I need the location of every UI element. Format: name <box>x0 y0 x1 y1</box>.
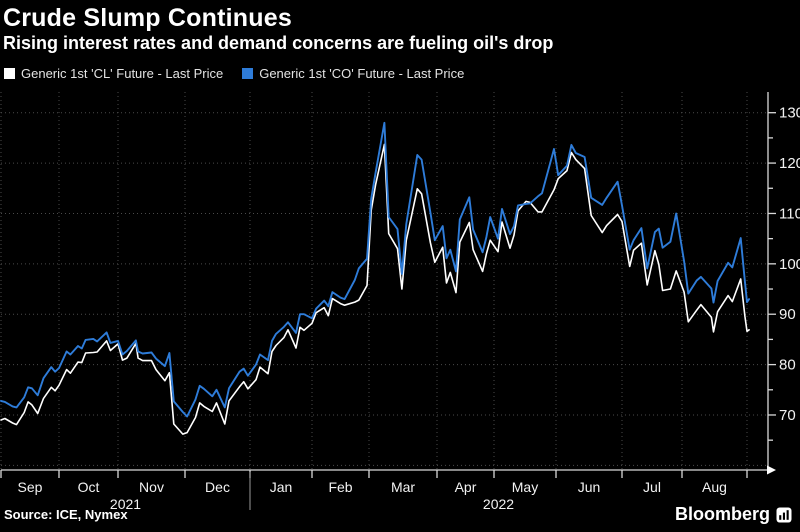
month-label: May <box>512 479 538 495</box>
month-label: Oct <box>78 479 100 495</box>
year-label: 2022 <box>483 496 514 512</box>
month-label: Jul <box>643 479 661 495</box>
bloomberg-terminal-icon <box>776 507 792 522</box>
y-tick-label: 100 <box>779 256 800 273</box>
month-label: Nov <box>139 479 164 495</box>
co-series-swatch-icon <box>242 68 254 79</box>
series-line-co <box>0 121 751 418</box>
y-tick-label: 80 <box>779 357 796 374</box>
x-axis-arrow-icon <box>767 465 776 475</box>
source-note: Source: ICE, Nymex <box>4 507 128 522</box>
month-label: Aug <box>702 479 727 495</box>
month-label: Apr <box>455 479 477 495</box>
month-label: Dec <box>205 479 230 495</box>
bloomberg-logo: Bloomberg <box>675 504 792 525</box>
y-tick-label: 70 <box>779 407 796 424</box>
month-label: Feb <box>328 479 352 495</box>
legend-label-cl: Generic 1st 'CL' Future - Last Price <box>21 66 224 81</box>
legend-item-cl: Generic 1st 'CL' Future - Last Price <box>4 66 223 81</box>
legend-label-co: Generic 1st 'CO' Future - Last Price <box>259 66 465 81</box>
bloomberg-wordmark: Bloomberg <box>674 504 770 524</box>
chart-subtitle: Rising interest rates and demand concern… <box>3 33 554 53</box>
month-label: Jan <box>270 479 293 495</box>
chart-title: Crude Slump Continues <box>3 4 292 32</box>
month-label: Jun <box>578 479 601 495</box>
year-label: 2021 <box>110 496 141 512</box>
month-label: Sep <box>18 479 43 495</box>
month-label: Mar <box>391 479 415 495</box>
legend-item-co: Generic 1st 'CO' Future - Last Price <box>242 66 464 81</box>
y-tick-label: 90 <box>779 306 796 323</box>
y-tick-label: 130 <box>779 105 800 122</box>
cl-series-swatch-icon <box>4 68 15 79</box>
y-tick-label: 120 <box>779 155 800 172</box>
y-tick-label: 110 <box>779 205 800 222</box>
series-line-cl <box>0 143 750 435</box>
legend: Generic 1st 'CL' Future - Last Price Gen… <box>4 66 464 81</box>
